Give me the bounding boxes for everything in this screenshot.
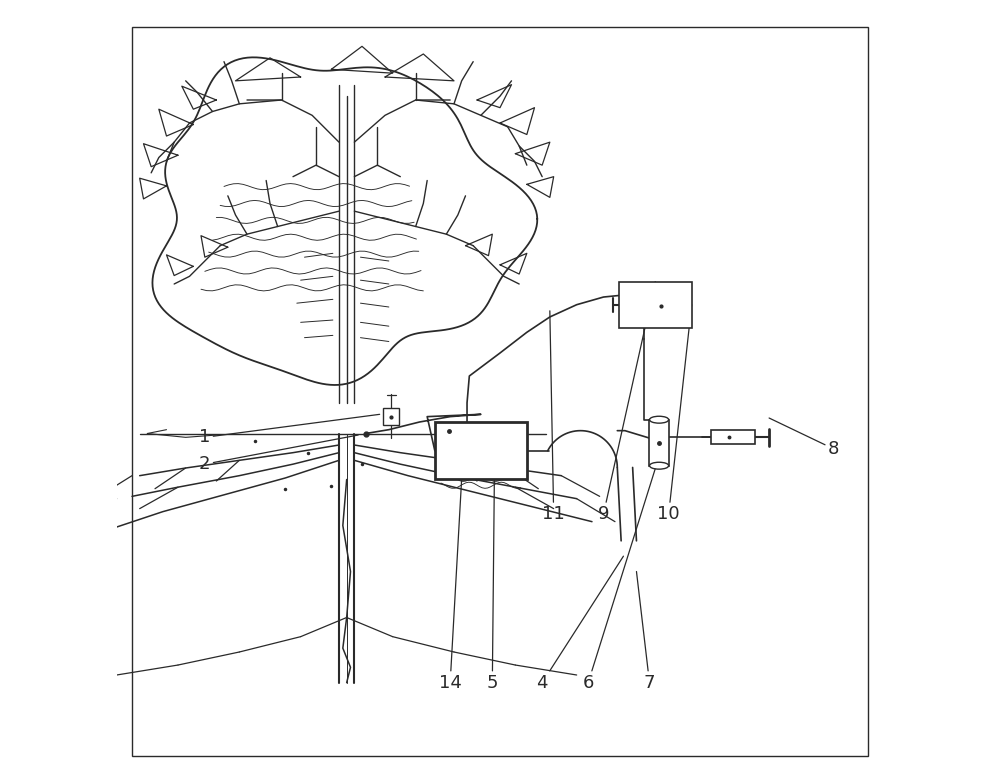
Ellipse shape (649, 462, 669, 469)
Bar (435, 422, 527, 480)
Ellipse shape (649, 416, 669, 423)
Bar (649, 420, 669, 466)
Text: 4: 4 (536, 556, 623, 691)
Text: 7: 7 (636, 571, 655, 691)
Text: 11: 11 (542, 311, 565, 523)
Bar (711, 430, 755, 444)
Text: 5: 5 (487, 451, 498, 691)
Text: 6: 6 (582, 456, 659, 691)
Text: 14: 14 (439, 465, 462, 691)
Bar (619, 281, 692, 328)
Text: 8: 8 (769, 418, 839, 458)
Text: 1: 1 (199, 415, 380, 446)
Bar (383, 408, 399, 425)
Text: 10: 10 (657, 305, 692, 523)
Text: 9: 9 (598, 281, 655, 523)
Text: 2: 2 (199, 435, 358, 474)
